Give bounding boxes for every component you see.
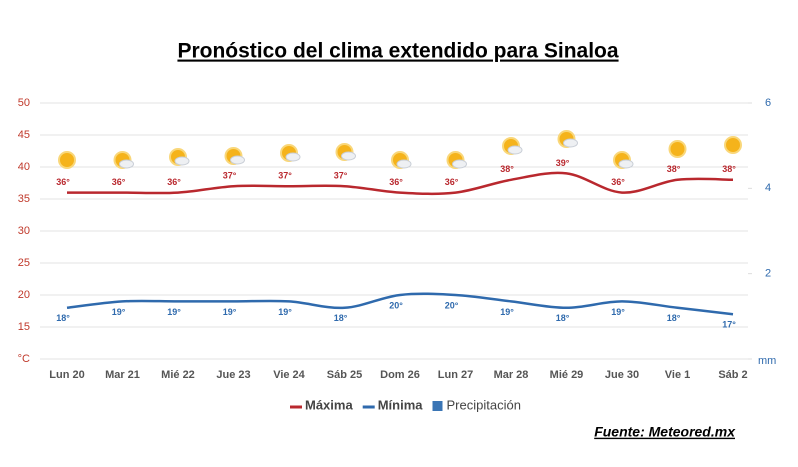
data-label: 36° [56,177,70,187]
y2-tick-label: 6 [765,97,771,109]
y-tick-label: 15 [18,321,30,333]
data-label: 18° [334,313,348,323]
y-tick-label: 35 [18,193,30,205]
cloud [563,138,578,148]
x-tick-label: Jue 23 [216,369,250,381]
x-tick-label: Jue 30 [605,369,639,381]
x-tick-label: Mar 28 [494,369,529,381]
x-tick-label: Vie 1 [665,369,691,381]
cloud [618,159,634,169]
data-label: 20° [445,300,459,310]
legend-label: Precipitación [447,397,521,412]
chart-title: Pronóstico del clima extendido para Sina… [177,40,618,63]
data-label: 19° [167,307,181,317]
cloud [341,151,356,161]
data-label: 36° [112,177,126,187]
weather-icon [335,143,356,161]
weather-icon [668,140,687,158]
weather-icon [224,147,245,165]
y2-tick-label: 4 [765,182,771,194]
data-label: 38° [722,164,736,174]
legend-label: Mínima [378,397,424,412]
x-tick-label: Lun 27 [438,369,473,381]
weather-icon [280,144,301,162]
sun [58,151,76,169]
data-label: 18° [667,313,681,323]
source: Fuente: Meteored.mx [594,424,736,440]
weather-icon [446,151,467,169]
y-tick-label: °C [18,353,30,365]
weather-icon [169,148,190,166]
cloud [119,159,134,169]
weather-icon [724,136,742,154]
y-tick-label: 40 [18,161,30,173]
y2-tick-label: mm [758,355,776,367]
series-line [67,171,734,196]
data-label: 36° [611,177,625,187]
data-label: 19° [112,307,126,317]
weather-icon [58,151,76,169]
x-tick-label: Sáb 25 [327,369,362,381]
x-tick-label: Dom 26 [380,369,420,381]
weather-icon [502,137,523,155]
y-tick-label: 45 [18,129,30,141]
data-label: 20° [389,300,403,310]
data-label: 19° [223,307,237,317]
cloud [507,145,523,155]
legend-swatch [432,401,443,411]
data-label: 37° [278,171,292,181]
cloud [174,156,190,166]
y-tick-label: 25 [18,257,30,269]
weather-icon [613,151,634,169]
series-line [66,292,734,316]
data-label: 38° [500,164,514,174]
data-label: 36° [445,177,459,187]
data-label: 17° [722,320,736,330]
weather-icon [557,130,578,148]
weather-icon [113,151,134,169]
data-label: 39° [556,158,570,168]
y2-tick-label: 2 [765,268,771,280]
cloud [452,159,467,169]
x-tick-label: Mié 22 [161,369,195,381]
data-label: 19° [611,307,625,317]
weather-icon [391,151,412,169]
data-label: 36° [167,177,181,187]
data-label: 19° [278,307,292,317]
y-tick-label: 50 [18,97,30,109]
data-label: 36° [389,177,403,187]
data-label: 37° [223,171,237,181]
cloud [230,155,245,165]
x-tick-label: Vie 24 [273,369,305,381]
data-label: 18° [556,313,570,323]
y-tick-label: 20 [18,289,30,301]
data-label: 38° [667,164,681,174]
y-tick-label: 30 [18,225,30,237]
x-tick-label: Lun 20 [49,369,84,381]
x-tick-label: Mar 21 [105,369,140,381]
cloud [285,152,301,162]
data-label: 19° [500,307,514,317]
data-label: 37° [334,171,348,181]
sun [724,136,742,154]
legend-label: Máxima [305,397,353,412]
data-label: 18° [56,313,70,323]
x-tick-label: Mié 29 [550,369,584,381]
sun [668,140,687,158]
x-tick-label: Sáb 2 [718,369,747,381]
cloud [396,159,412,169]
